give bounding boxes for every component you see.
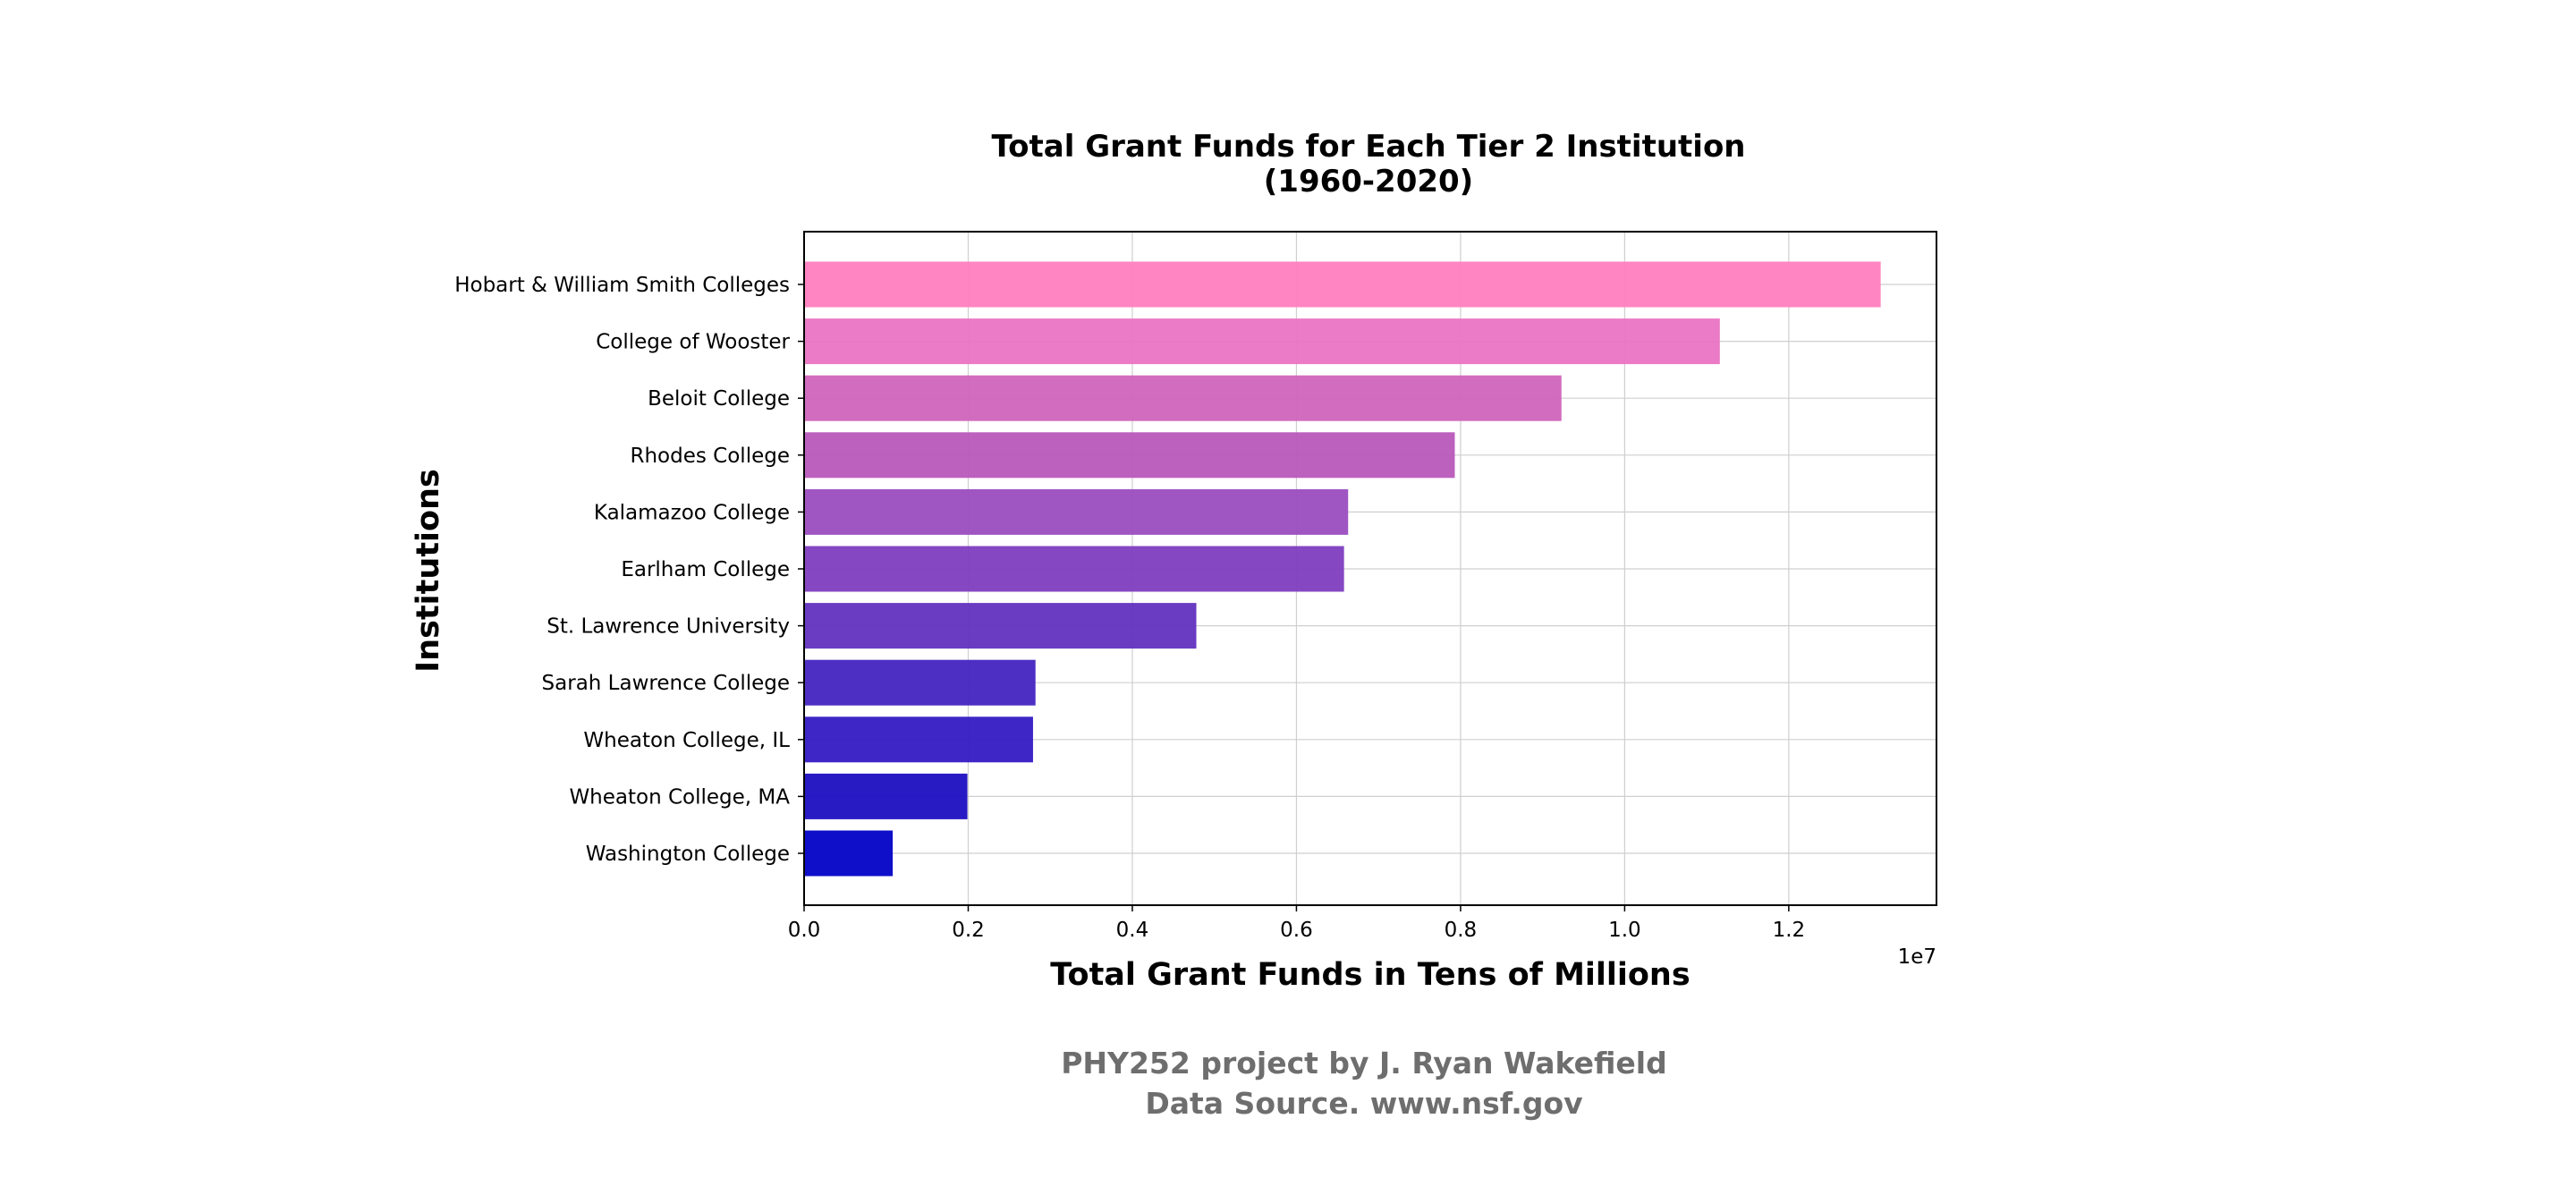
y-tick-label: Beloit College bbox=[648, 387, 790, 411]
x-tick-label: 0.0 bbox=[788, 919, 821, 942]
bar bbox=[804, 603, 1197, 649]
chart-title-line-2: (1960-2020) bbox=[1264, 164, 1473, 199]
bar bbox=[804, 375, 1562, 421]
x-tick-label: 0.6 bbox=[1280, 919, 1313, 942]
bar bbox=[804, 488, 1349, 535]
bar bbox=[804, 773, 968, 819]
y-tick-labels: Hobart & William Smith Colleges College o… bbox=[454, 274, 804, 866]
x-tick-label: 0.4 bbox=[1116, 919, 1149, 942]
bar bbox=[804, 261, 1881, 308]
bar bbox=[804, 432, 1455, 479]
bar bbox=[804, 716, 1033, 763]
y-tick-label: Earlham College bbox=[621, 558, 790, 581]
x-tick-label: 1.0 bbox=[1608, 919, 1641, 942]
y-tick-label: Hobart & William Smith Colleges bbox=[454, 274, 790, 297]
y-tick-label: Wheaton College, IL bbox=[583, 729, 790, 752]
footer-source: Data Source. www.nsf.gov bbox=[1145, 1086, 1583, 1121]
bar bbox=[804, 318, 1720, 365]
y-axis-label: Institutions bbox=[411, 469, 446, 673]
y-tick-label: Rhodes College bbox=[631, 445, 791, 468]
x-tick-labels: 0.0 0.2 0.4 0.6 0.8 1.0 1.2 bbox=[788, 905, 1805, 942]
chart-title-line-1: Total Grant Funds for Each Tier 2 Instit… bbox=[991, 129, 1745, 165]
y-tick-label: Wheaton College, MA bbox=[569, 785, 790, 809]
y-tick-label: College of Wooster bbox=[596, 331, 790, 354]
y-tick-label: Kalamazoo College bbox=[594, 501, 790, 524]
bar bbox=[804, 659, 1036, 706]
bar bbox=[804, 546, 1344, 592]
bar bbox=[804, 830, 894, 877]
y-tick-label: Washington College bbox=[586, 843, 790, 866]
x-axis-label: Total Grant Funds in Tens of Millions bbox=[1050, 957, 1690, 993]
y-tick-label: Sarah Lawrence College bbox=[542, 672, 790, 695]
x-tick-label: 0.8 bbox=[1445, 919, 1478, 942]
bars bbox=[804, 261, 1881, 877]
y-tick-label: St. Lawrence University bbox=[547, 615, 790, 639]
x-tick-label: 0.2 bbox=[952, 919, 985, 942]
x-tick-label: 1.2 bbox=[1773, 919, 1806, 942]
footer-credit: PHY252 project by J. Ryan Wakefield bbox=[1061, 1046, 1666, 1081]
x-axis-offset-label: 1e7 bbox=[1898, 945, 1936, 969]
